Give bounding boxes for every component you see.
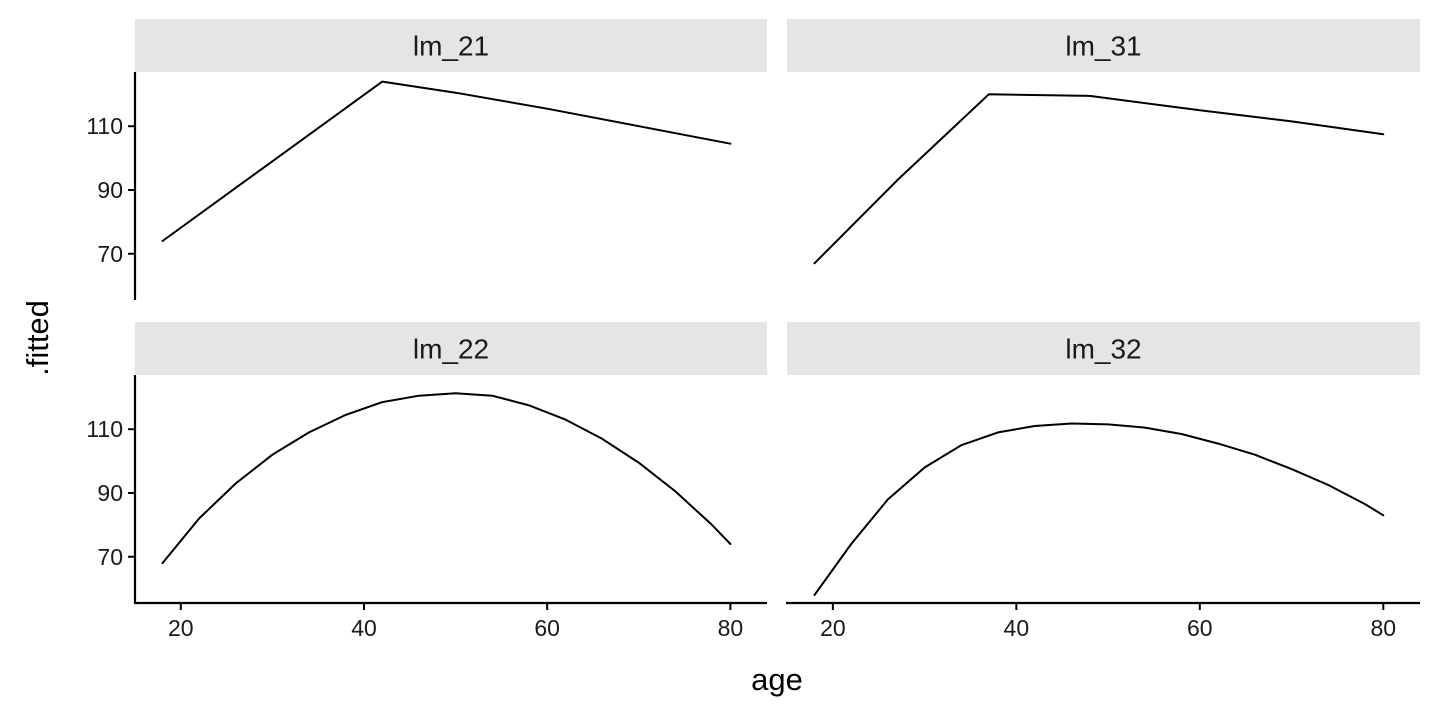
panel-lm_21: lm_21 70 90 110 [86, 19, 767, 300]
x-tick-label: 60 [1187, 615, 1213, 641]
facet-strip-label: lm_22 [413, 334, 489, 365]
y-tick-label: 110 [86, 416, 123, 442]
facet-strip [787, 19, 1420, 72]
facet-strip [135, 19, 767, 72]
facet-strip [787, 322, 1420, 375]
x-tick-label: 60 [534, 615, 560, 641]
y-tick-label: 90 [97, 480, 123, 506]
x-tick-label: 80 [718, 615, 744, 641]
y-axis-title: .fitted [20, 300, 55, 376]
x-tick-label: 80 [1371, 615, 1397, 641]
fitted-line-lm_32 [813, 422, 1385, 596]
x-tick-label: 20 [820, 615, 846, 641]
x-tick-label: 20 [168, 615, 194, 641]
panel-lm_22: lm_22 70 90 110 20 40 60 80 [86, 322, 767, 641]
x-axis-title: age [751, 662, 803, 697]
y-tick-label: 70 [97, 241, 123, 267]
x-tick-label: 40 [351, 615, 377, 641]
facet-strip-label: lm_31 [1065, 31, 1141, 62]
y-tick-label: 70 [97, 544, 123, 570]
fitted-line-lm_22 [161, 392, 732, 565]
panel-lm_31: lm_31 [787, 19, 1420, 265]
fitted-line-lm_21 [161, 80, 732, 242]
fitted-line-lm_31 [813, 93, 1385, 265]
panel-lm_32: lm_32 20 40 60 80 [786, 322, 1420, 641]
facet-strip [135, 322, 767, 375]
facet-strip-label: lm_32 [1065, 334, 1141, 365]
y-tick-label: 110 [86, 113, 123, 139]
facet-strip-label: lm_21 [413, 31, 489, 62]
y-tick-label: 90 [97, 177, 123, 203]
x-tick-label: 40 [1004, 615, 1030, 641]
